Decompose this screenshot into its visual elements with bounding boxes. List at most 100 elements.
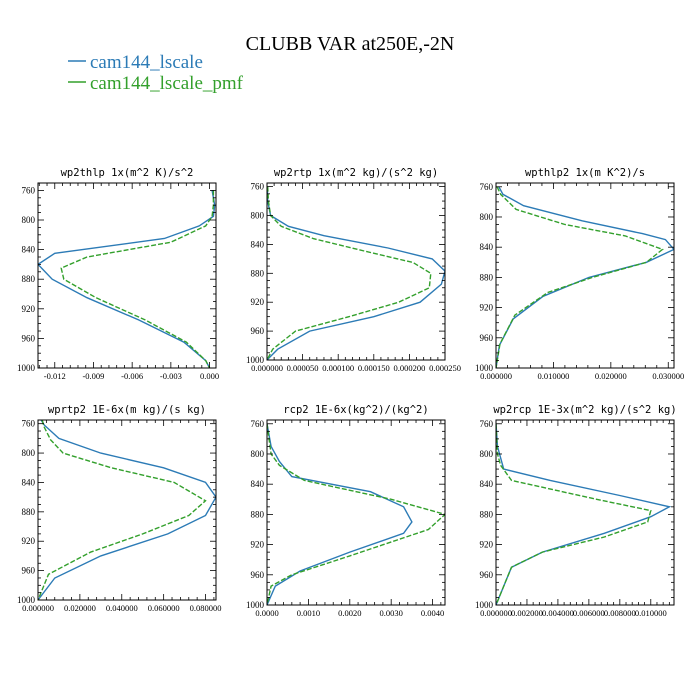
plot-frame (266, 182, 446, 361)
y-tick-label: 1000 (246, 355, 265, 365)
x-tick-label: 0.0000 (255, 608, 278, 618)
y-tick-label: 760 (22, 419, 36, 429)
x-tick-label: 0.000250 (429, 363, 461, 373)
x-tick-label: 0.040000 (106, 603, 138, 613)
series-group (267, 186, 445, 360)
x-tick-label: 0.006000 (573, 608, 605, 618)
x-tick-label: 0.000000 (22, 603, 54, 613)
x-tick-label: -0.009 (82, 371, 104, 381)
y-tick-label: 800 (480, 449, 494, 459)
y-tick-label: 760 (480, 419, 494, 429)
y-tick-label: 880 (22, 274, 36, 284)
figure-title: CLUBB VAR at250E,-2N (246, 33, 455, 55)
y-tick-label: 840 (480, 242, 494, 252)
series-group (267, 423, 445, 605)
panel-title: wp2rtp 1x(m^2 kg)/(s^2 kg) (274, 167, 438, 179)
legend-label-lscale-pmf: cam144_lscale_pmf (90, 73, 244, 94)
x-tick-label: 0.0040 (421, 608, 444, 618)
panel-6: wp2rcp 1E-3x(m^2 kg)/(s^2 kg) 760 800 840 88… (475, 404, 677, 618)
y-tick-label: 1000 (17, 595, 36, 605)
y-tick-label: 880 (480, 272, 494, 282)
plot-frame (495, 182, 675, 369)
x-tick-label: 0.0020 (338, 608, 361, 618)
y-tick-label: 1000 (475, 363, 494, 373)
y-tick-label: 760 (22, 185, 36, 195)
y-tick-label: 960 (480, 333, 494, 343)
y-tick-label: 840 (22, 477, 36, 487)
x-tick-label: 0.0030 (379, 608, 402, 618)
y-tick-label: 960 (251, 326, 265, 336)
series-line-lscale (496, 186, 674, 368)
plot-frame (495, 419, 675, 606)
legend-label-lscale: cam144_lscale (90, 52, 203, 73)
plot-frame (37, 419, 217, 601)
series-line-lscale-pmf (267, 186, 432, 360)
series-line-lscale-pmf (267, 423, 445, 605)
y-tick-label: 760 (480, 182, 494, 192)
y-tick-label: 840 (480, 479, 494, 489)
x-tick-label: 0.004000 (542, 608, 574, 618)
series-group (496, 423, 672, 605)
y-tick-label: 760 (251, 419, 265, 429)
panel-title: rcp2 1E-6x(kg^2)/(kg^2) (283, 404, 428, 416)
x-tick-label: 0.002000 (511, 608, 543, 618)
y-tick-label: 800 (22, 448, 36, 458)
plot-frame (266, 419, 446, 606)
panel-2: wp2rtp 1x(m^2 kg)/(s^2 kg) 760 800 840 880 92… (246, 167, 461, 373)
panel-title: wp2thlp 1x(m^2 K)/s^2 (61, 167, 194, 179)
y-tick-label: 800 (480, 212, 494, 222)
x-tick-label: 0.000200 (393, 363, 425, 373)
x-tick-label: 0.010000 (635, 608, 667, 618)
series-line-lscale (267, 186, 445, 360)
x-tick-label: 0.020000 (595, 371, 627, 381)
legend: cam144_lscale cam144_lscale_pmf (68, 52, 244, 94)
y-tick-label: 1000 (17, 363, 36, 373)
panel-3: wpthlp2 1x(m K^2)/s 760 800 840 880 920 960 100… (475, 167, 684, 381)
y-tick-label: 920 (480, 303, 494, 313)
series-line-lscale-pmf (60, 190, 215, 368)
x-tick-label: 0.008000 (604, 608, 636, 618)
y-tick-label: 1000 (246, 600, 265, 610)
y-tick-label: 960 (22, 566, 36, 576)
series-line-lscale-pmf (38, 420, 207, 600)
panel-1: wp2thlp 1x(m^2 K)/s^2 760 800 840 880 920 960 1… (17, 167, 219, 381)
y-tick-label: 840 (251, 479, 265, 489)
y-tick-label: 920 (480, 540, 494, 550)
series-line-lscale-pmf (496, 186, 664, 368)
x-tick-label: 0.000000 (480, 608, 512, 618)
x-tick-label: 0.080000 (190, 603, 222, 613)
series-line-lscale (38, 420, 216, 600)
panel-4: wprtp2 1E-6x(m kg)/(s kg) 760 800 840 880 920… (17, 404, 221, 613)
y-tick-label: 920 (22, 304, 36, 314)
panel-title: wpthlp2 1x(m K^2)/s (525, 167, 645, 179)
y-tick-label: 840 (22, 245, 36, 255)
series-line-lscale (38, 190, 216, 368)
y-tick-label: 1000 (475, 600, 494, 610)
y-tick-label: 880 (22, 507, 36, 517)
x-tick-label: 0.000150 (358, 363, 390, 373)
x-tick-label: 0.000050 (287, 363, 319, 373)
y-tick-label: 960 (251, 570, 265, 580)
panel-5: rcp2 1E-6x(kg^2)/(kg^2) 760 800 840 880 920 96… (246, 404, 446, 618)
plot-frame (37, 182, 217, 369)
x-tick-label: 0.000 (200, 371, 219, 381)
y-tick-label: 960 (480, 570, 494, 580)
y-tick-label: 800 (251, 449, 265, 459)
panel-title: wp2rcp 1E-3x(m^2 kg)/(s^2 kg) (493, 404, 676, 416)
y-tick-label: 880 (251, 509, 265, 519)
x-tick-label: -0.012 (44, 371, 66, 381)
y-tick-label: 800 (251, 211, 265, 221)
y-tick-label: 800 (22, 215, 36, 225)
y-tick-label: 880 (251, 268, 265, 278)
panel-grid: wp2thlp 1x(m^2 K)/s^2 760 800 840 880 920 960 1… (17, 167, 684, 618)
x-tick-label: 0.060000 (148, 603, 180, 613)
x-tick-label: -0.006 (121, 371, 143, 381)
y-tick-label: 920 (251, 297, 265, 307)
y-tick-label: 920 (251, 540, 265, 550)
y-tick-label: 960 (22, 333, 36, 343)
y-tick-label: 840 (251, 239, 265, 249)
series-group (38, 420, 216, 600)
x-tick-label: 0.030000 (652, 371, 684, 381)
